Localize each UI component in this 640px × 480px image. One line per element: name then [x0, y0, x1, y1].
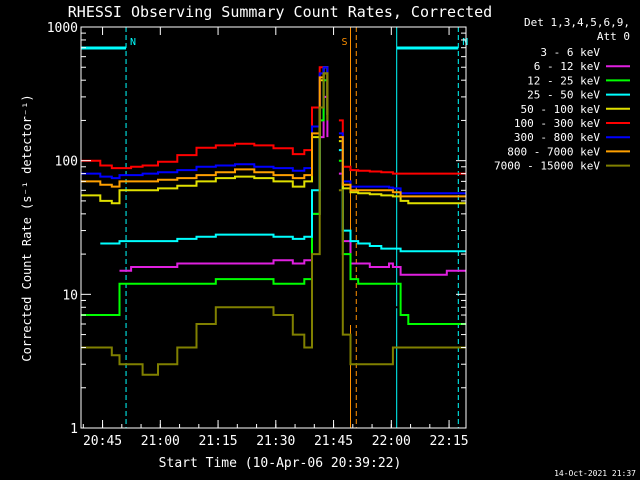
x-tick-label-1: 21:00 — [141, 434, 180, 449]
series-lines — [81, 66, 466, 376]
legend-label-1: 6 - 12 keV — [534, 60, 601, 73]
series-line-8 — [81, 72, 466, 376]
x-tick-label-0: 20:45 — [83, 434, 122, 449]
flag-label-0: N — [130, 37, 136, 48]
legend-label-2: 12 - 25 keV — [527, 74, 600, 87]
x-axis-label: Start Time (10-Apr-06 20:39:22) — [159, 456, 402, 471]
x-tick-label-5: 22:00 — [372, 434, 411, 449]
legend-label-6: 300 - 800 keV — [514, 131, 600, 144]
legend-label-7: 800 - 7000 keV — [507, 145, 600, 158]
legend-label-5: 100 - 300 keV — [514, 117, 600, 130]
flag-label-2: S — [341, 37, 347, 48]
y-tick-label-3: 1000 — [47, 21, 78, 36]
x-tick-label-4: 21:45 — [314, 434, 353, 449]
legend-header-line-2: Att 0 — [597, 30, 630, 43]
legend-label-8: 7000 - 15000 keV — [494, 160, 600, 173]
y-axis-label: Corrected Count Rate (s⁻¹ detector⁻¹) — [20, 94, 34, 361]
flag-label-1: N — [462, 37, 468, 48]
series-line-6 — [81, 66, 466, 195]
chart-title: RHESSI Observing Summary Count Rates, Co… — [68, 3, 492, 21]
timestamp: 14-Oct-2021 21:37 — [554, 469, 636, 478]
plot-frame — [80, 26, 467, 429]
legend-label-3: 25 - 50 keV — [527, 89, 600, 102]
y-tick-label-1: 10 — [62, 288, 78, 303]
axis-ticks: 20:45 21:00 21:15 21:30 21:45 22:00 22:15 1 10 10… — [47, 21, 469, 449]
x-tick-label-6: 22:15 — [429, 434, 468, 449]
y-tick-label-0: 1 — [70, 422, 78, 437]
x-tick-label-3: 21:30 — [256, 434, 295, 449]
y-tick-label-2: 100 — [55, 155, 78, 170]
legend-label-4: 50 - 100 keV — [521, 103, 601, 116]
legend-label-0: 3 - 6 keV — [540, 46, 600, 59]
x-tick-label-2: 21:15 — [198, 434, 237, 449]
legend-header-line-1: Det 1,3,4,5,6,9, — [524, 16, 630, 29]
series-line-7 — [81, 72, 466, 198]
